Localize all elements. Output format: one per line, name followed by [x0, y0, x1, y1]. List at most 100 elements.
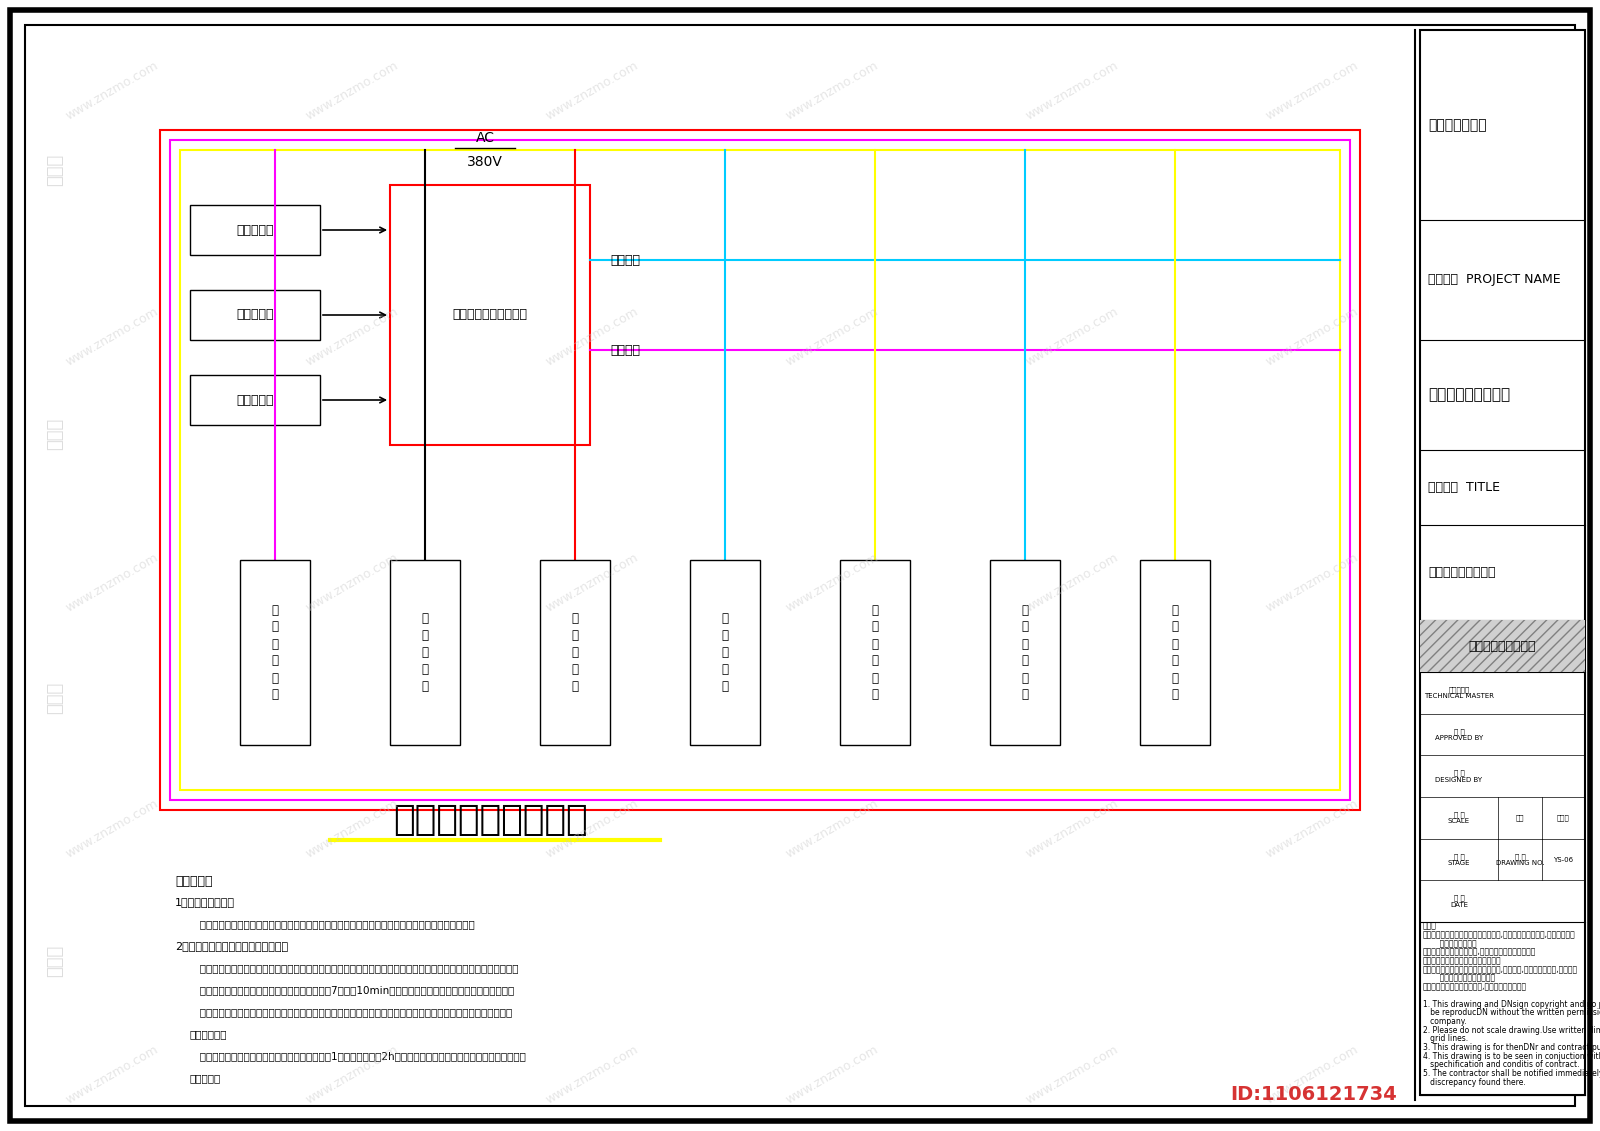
- Text: www.znzmo.com: www.znzmo.com: [784, 304, 880, 369]
- Text: www.znzmo.com: www.znzmo.com: [1024, 551, 1120, 614]
- Text: 设 计
DESIGNED BY: 设 计 DESIGNED BY: [1435, 769, 1483, 783]
- Text: www.znzmo.com: www.znzmo.com: [64, 304, 160, 369]
- Text: 清水池液位: 清水池液位: [237, 394, 274, 406]
- Text: www.znzmo.com: www.znzmo.com: [544, 59, 640, 122]
- Text: 技术出图专用章: 技术出图专用章: [1429, 118, 1486, 132]
- Text: 射
流
曝
气
装
置: 射 流 曝 气 装 置: [872, 604, 878, 701]
- Text: 设备间液位: 设备间液位: [237, 224, 274, 236]
- Text: 补
水
电
磁
阀: 补 水 电 磁 阀: [722, 612, 728, 693]
- Text: 蓄水池液位: 蓄水池液位: [237, 309, 274, 321]
- Bar: [390, 560, 461, 745]
- Text: www.znzmo.com: www.znzmo.com: [304, 551, 400, 614]
- Text: AC: AC: [475, 131, 494, 145]
- Bar: [1421, 31, 1586, 1095]
- Text: www.znzmo.com: www.znzmo.com: [304, 304, 400, 369]
- Text: 及合约内列明的在项条件。: 及合约内列明的在项条件。: [1422, 974, 1494, 983]
- Text: www.znzmo.com: www.znzmo.com: [544, 551, 640, 614]
- Text: 设
备
间
排
污
泵: 设 备 间 排 污 泵: [1171, 604, 1179, 701]
- Text: 雨水提升泵启停由蓄水池液位控制，低液位时水泵关闭，高液位时水泵开启；过渡当清水池液位到高液位时，雨水: 雨水提升泵启停由蓄水池液位控制，低液位时水泵关闭，高液位时水泵开启；过渡当清水池…: [190, 1007, 512, 1017]
- Bar: [170, 140, 1350, 800]
- Bar: [190, 205, 320, 254]
- Text: 照意抄写或复印。: 照意抄写或复印。: [1422, 939, 1477, 948]
- Text: 电控柜（雨水控制柜）: 电控柜（雨水控制柜）: [453, 309, 528, 321]
- Text: www.znzmo.com: www.znzmo.com: [784, 796, 880, 861]
- Text: grid lines.: grid lines.: [1422, 1034, 1469, 1043]
- Text: 控制要求：: 控制要求：: [174, 875, 213, 888]
- Text: 图 号
DRAWING NO.: 图 号 DRAWING NO.: [1496, 853, 1544, 866]
- Bar: [990, 560, 1059, 745]
- Text: （四）使用此图时应同时参照建筑图则,结构图则,及其它有关图则,施工说明: （四）使用此图时应同时参照建筑图则,结构图则,及其它有关图则,施工说明: [1422, 965, 1578, 974]
- Text: 电气控制原理示意图: 电气控制原理示意图: [1429, 566, 1496, 579]
- Text: 1. This drawing and DNsign copyright and no portion may: 1. This drawing and DNsign copyright and…: [1422, 1000, 1600, 1009]
- Text: 回
用
供
水
泵: 回 用 供 水 泵: [571, 612, 579, 693]
- Text: www.znzmo.com: www.znzmo.com: [1264, 551, 1360, 614]
- Text: （一）此设计图测之版权归本公司所有,非得本公司书面批准,任何部份不得: （一）此设计图测之版权归本公司所有,非得本公司书面批准,任何部份不得: [1422, 931, 1576, 940]
- Text: 5. The contractor shall be notified immediately of any: 5. The contractor shall be notified imme…: [1422, 1069, 1600, 1078]
- Text: 日 期
DATE: 日 期 DATE: [1450, 895, 1469, 908]
- Text: www.znzmo.com: www.znzmo.com: [1264, 59, 1360, 122]
- Text: 蓄水池排污泵根据时间和液位控制，初步设定每7天开启10min，同时受蓄水池中液位的控制，低液位停泵。: 蓄水池排污泵根据时间和液位控制，初步设定每7天开启10min，同时受蓄水池中液位…: [190, 985, 514, 995]
- Bar: [1421, 620, 1586, 672]
- Text: spechification and conditis of contract.: spechification and conditis of contract.: [1422, 1060, 1579, 1069]
- Text: 蓄水池一般液位、高两个液位，分别为蓄水池高水运启泵、潜液泵、射流曝气装置暂止液位。雨水提升泵启泵液位。: 蓄水池一般液位、高两个液位，分别为蓄水池高水运启泵、潜液泵、射流曝气装置暂止液位…: [190, 962, 518, 973]
- Text: 给排水: 给排水: [1557, 814, 1570, 821]
- Text: 自动控制: 自动控制: [610, 253, 640, 267]
- Text: 紫
外
线
消
毒
器: 紫 外 线 消 毒 器: [1021, 604, 1029, 701]
- Text: 比 例
SCALE: 比 例 SCALE: [1448, 811, 1470, 824]
- Text: 电气控制原理示意图: 电气控制原理示意图: [392, 803, 587, 837]
- Text: www.znzmo.com: www.znzmo.com: [64, 59, 160, 122]
- Text: 1、远程控制要求：: 1、远程控制要求：: [174, 897, 235, 907]
- Text: 知末网: 知末网: [46, 681, 64, 714]
- Text: be reproducDN without the written permission of this: be reproducDN without the written permis…: [1422, 1009, 1600, 1017]
- Text: www.znzmo.com: www.znzmo.com: [544, 796, 640, 861]
- Text: www.znzmo.com: www.znzmo.com: [784, 59, 880, 122]
- Text: www.znzmo.com: www.znzmo.com: [304, 1043, 400, 1106]
- Text: 图纸名称  TITLE: 图纸名称 TITLE: [1429, 481, 1501, 494]
- Text: www.znzmo.com: www.znzmo.com: [1024, 59, 1120, 122]
- Text: company.: company.: [1422, 1017, 1467, 1026]
- Text: 2. Please do not scale drawing.Use written dimension or: 2. Please do not scale drawing.Use writt…: [1422, 1026, 1600, 1035]
- Text: 雨水收集与利用系统: 雨水收集与利用系统: [1469, 639, 1536, 653]
- Text: www.znzmo.com: www.znzmo.com: [1264, 796, 1360, 861]
- Bar: [160, 130, 1360, 810]
- Text: YS-06: YS-06: [1554, 856, 1573, 863]
- Bar: [1139, 560, 1210, 745]
- Text: 蓄
水
池
排
污
泵: 蓄 水 池 排 污 泵: [272, 604, 278, 701]
- Text: 3. This drawing is for thenDNr and contract purpose only.: 3. This drawing is for thenDNr and contr…: [1422, 1043, 1600, 1052]
- Text: www.znzmo.com: www.znzmo.com: [1024, 796, 1120, 861]
- Text: 射流曝气装置根据时间和液位控制，初步设定以1天为周期，曝气2h后停止；同时受蓄水池中液位的控制，蓄水池低: 射流曝气装置根据时间和液位控制，初步设定以1天为周期，曝气2h后停止；同时受蓄水…: [190, 1051, 526, 1061]
- Bar: [190, 375, 320, 425]
- Text: （五）承建商如发现有矛层处,应立即通知本公司。: （五）承建商如发现有矛层处,应立即通知本公司。: [1422, 983, 1526, 992]
- Text: 4. This drawing is to be seen in conjuction with Architects: 4. This drawing is to be seen in conjuct…: [1422, 1052, 1600, 1061]
- Text: 项目名称  PROJECT NAME: 项目名称 PROJECT NAME: [1429, 274, 1560, 286]
- Text: www.znzmo.com: www.znzmo.com: [544, 1043, 640, 1106]
- Text: （二）切勿以比利量度此图,一切按图内数字所示为准。: （二）切勿以比利量度此图,一切按图内数字所示为准。: [1422, 948, 1536, 957]
- Text: 知末网: 知末网: [46, 946, 64, 977]
- Text: 雨
水
提
升
泵: 雨 水 提 升 泵: [421, 612, 429, 693]
- Text: 专业负责人
TECHNICAL MASTER: 专业负责人 TECHNICAL MASTER: [1424, 687, 1494, 699]
- Bar: [690, 560, 760, 745]
- Text: www.znzmo.com: www.znzmo.com: [64, 796, 160, 861]
- Text: www.znzmo.com: www.znzmo.com: [1024, 1043, 1120, 1106]
- Text: 知末网: 知末网: [46, 417, 64, 450]
- Text: 专业: 专业: [1515, 814, 1525, 821]
- Text: www.znzmo.com: www.znzmo.com: [1024, 304, 1120, 369]
- Text: 液位停止。: 液位停止。: [190, 1073, 221, 1083]
- Text: 手动控制: 手动控制: [610, 344, 640, 356]
- Text: www.znzmo.com: www.znzmo.com: [64, 551, 160, 614]
- Text: 雨水回收与利用项目: 雨水回收与利用项目: [1429, 388, 1510, 403]
- Bar: [179, 150, 1341, 789]
- Text: ID:1106121734: ID:1106121734: [1230, 1086, 1397, 1105]
- Text: discrepancy found there.: discrepancy found there.: [1422, 1078, 1526, 1087]
- Text: www.znzmo.com: www.znzmo.com: [1264, 304, 1360, 369]
- Text: 所有设备（泵组）具备手动和自动控制功能，报警声光连警并自动将备用设备（如果有）投入运行。: 所有设备（泵组）具备手动和自动控制功能，报警声光连警并自动将备用设备（如果有）投…: [190, 920, 475, 929]
- Text: （三）此图只供创部标识若合同之用。: （三）此图只供创部标识若合同之用。: [1422, 957, 1502, 966]
- Text: www.znzmo.com: www.znzmo.com: [64, 1043, 160, 1106]
- Text: 注意：: 注意：: [1422, 922, 1437, 931]
- Bar: [390, 185, 590, 444]
- Text: www.znzmo.com: www.znzmo.com: [784, 1043, 880, 1106]
- Bar: [240, 560, 310, 745]
- Text: 2、蓄水池液位及相关水泵控制要求：: 2、蓄水池液位及相关水泵控制要求：: [174, 941, 288, 951]
- Text: 380V: 380V: [467, 155, 502, 169]
- Text: www.znzmo.com: www.znzmo.com: [544, 304, 640, 369]
